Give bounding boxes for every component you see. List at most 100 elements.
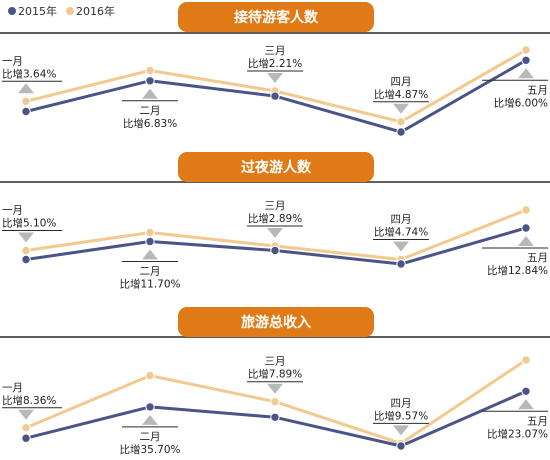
annotation-growth: 比增8.36%	[2, 394, 56, 407]
data-point	[145, 402, 155, 412]
data-point	[521, 45, 531, 55]
legend-label: 2016年	[76, 4, 115, 18]
arrow-down-icon	[267, 228, 283, 238]
annotation-month: 五月	[527, 252, 548, 264]
annotation-growth: 比增35.70%	[119, 443, 180, 456]
annotation-growth: 比增11.70%	[119, 278, 180, 291]
data-point	[270, 245, 280, 256]
annotation-growth: 比增4.87%	[374, 88, 428, 101]
annotation-growth: 比增3.64%	[2, 67, 56, 80]
data-point	[145, 227, 155, 238]
annotation-month: 五月	[527, 84, 548, 96]
panel-title-banner	[178, 307, 374, 337]
arrow-up-icon	[518, 236, 534, 246]
arrow-down-icon	[18, 232, 34, 243]
arrow-up-icon	[142, 249, 158, 260]
data-point	[21, 254, 31, 265]
data-point	[396, 441, 406, 451]
data-point	[521, 205, 531, 215]
annotation-growth: 比增23.07%	[487, 427, 548, 440]
annotation-month: 二月	[140, 105, 161, 117]
legend-marker	[66, 7, 74, 15]
annotation-growth: 比增12.84%	[487, 264, 548, 277]
panel-title-banner	[178, 152, 374, 182]
annotation-growth: 比增2.89%	[248, 212, 302, 225]
annotation-month: 四月	[391, 76, 412, 88]
data-point	[270, 412, 280, 422]
annotation-month: 一月	[2, 55, 23, 67]
data-point	[21, 423, 31, 433]
arrow-down-icon	[18, 409, 34, 420]
annotation-growth: 比增9.57%	[374, 409, 428, 422]
panel-title: 接待游客人数	[234, 9, 319, 26]
annotation-month: 一月	[2, 382, 23, 394]
data-point	[21, 106, 31, 117]
arrow-up-icon	[142, 88, 158, 99]
annotation-month: 四月	[391, 214, 412, 226]
arrow-down-icon	[267, 73, 283, 83]
annotation-month: 三月	[265, 200, 286, 212]
arrow-up-icon	[18, 83, 34, 94]
data-point	[21, 96, 31, 107]
annotation-month: 五月	[527, 415, 548, 427]
annotation-growth: 比增6.83%	[123, 117, 177, 130]
data-point	[21, 433, 31, 443]
data-point	[521, 55, 531, 65]
arrow-up-icon	[518, 399, 534, 410]
annotation-month: 三月	[265, 45, 286, 57]
arrow-down-icon	[393, 241, 409, 252]
annotation-growth: 比增4.74%	[374, 226, 428, 239]
annotation-growth: 比增2.21%	[248, 57, 302, 70]
legend-marker	[8, 7, 16, 15]
data-point	[396, 127, 406, 137]
annotation-month: 三月	[265, 356, 286, 368]
annotation-growth: 比增5.10%	[2, 217, 56, 230]
arrow-down-icon	[393, 103, 409, 114]
arrow-down-icon	[267, 383, 283, 394]
annotation-month: 二月	[140, 266, 161, 278]
panel-title: 过夜游人数	[241, 159, 312, 176]
panel-title: 旅游总收入	[241, 314, 311, 331]
data-point	[145, 65, 155, 76]
data-point	[270, 91, 280, 101]
arrow-down-icon	[393, 425, 409, 436]
data-point	[145, 236, 155, 247]
annotation-growth: 比增6.00%	[494, 96, 548, 109]
data-point	[396, 259, 406, 269]
legend: 2015年 2016年	[8, 4, 115, 18]
annotation-month: 一月	[2, 205, 23, 217]
data-point	[396, 117, 406, 127]
data-point	[21, 245, 31, 256]
annotation-month: 四月	[391, 397, 412, 409]
data-point	[521, 223, 531, 233]
data-point	[270, 397, 280, 407]
arrow-up-icon	[142, 414, 158, 425]
data-point	[521, 386, 531, 396]
annotation-month: 二月	[140, 431, 161, 443]
panel-title-banner	[178, 2, 374, 32]
arrow-up-icon	[518, 68, 534, 79]
data-point	[521, 355, 531, 365]
data-point	[145, 76, 155, 86]
annotation-growth: 比增7.89%	[248, 368, 302, 381]
data-point	[145, 370, 155, 381]
